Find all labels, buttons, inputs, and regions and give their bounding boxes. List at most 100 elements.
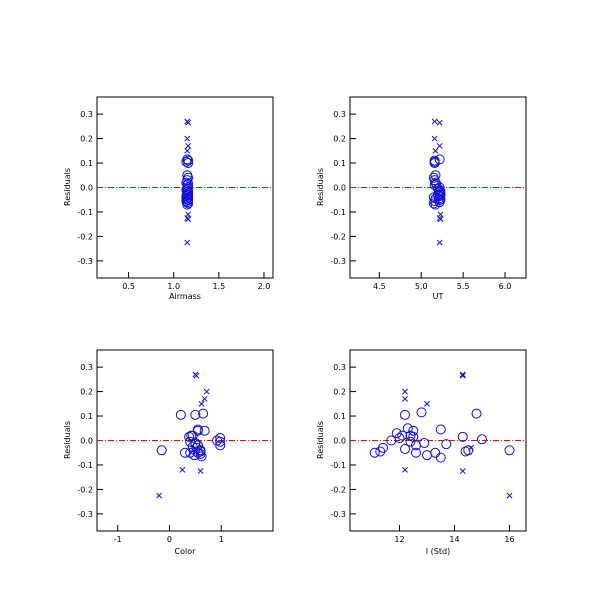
data-point-circle <box>175 409 186 420</box>
data-point-circle <box>435 452 446 463</box>
x-tick-label: 12 <box>394 535 404 544</box>
data-point-circle <box>411 440 421 451</box>
y-tick-label: 0.1 <box>80 412 93 421</box>
y-tick-label: 0.3 <box>80 363 93 372</box>
panel-ut: -0.3-0.2-0.10.00.10.20.34.5 5.0 5.5 6.0 UT … <box>316 96 527 301</box>
data-point-circle <box>369 447 380 458</box>
marks-i-std <box>369 371 515 499</box>
data-point-x <box>185 119 192 126</box>
data-point-circle <box>405 436 416 447</box>
data-point-x <box>459 371 466 378</box>
data-point-circle <box>196 451 207 462</box>
data-point-circle <box>189 450 200 461</box>
data-point-x <box>184 135 191 142</box>
marks-ut <box>428 118 446 246</box>
y-tick-label: 0.0 <box>80 437 93 446</box>
data-point-x <box>432 147 439 154</box>
xlabel-i-std: I (Std) <box>426 547 450 556</box>
data-point-x <box>188 449 195 456</box>
data-point-circle <box>215 436 226 447</box>
y-tick-label: -0.3 <box>330 510 346 519</box>
data-point-circle <box>192 440 203 451</box>
x-tick-label: 1 <box>219 535 224 544</box>
data-point-x <box>437 216 444 223</box>
data-point-x <box>424 400 430 407</box>
data-point-circle <box>199 425 210 436</box>
data-point-circle <box>195 446 206 457</box>
y-tick-label: 0.1 <box>80 159 93 168</box>
x-tick-label: 4.5 <box>373 282 386 291</box>
data-point-x <box>185 142 192 149</box>
data-point-circle <box>215 433 226 444</box>
y-tick-label: -0.2 <box>77 485 93 494</box>
data-point-circle <box>183 155 194 166</box>
data-point-circle <box>408 425 419 436</box>
data-point-x <box>431 135 438 142</box>
data-point-x <box>184 147 191 154</box>
data-point-circle <box>156 445 167 456</box>
axes-airmass: -0.3 -0.2 -0.1 0.0 0.1 0.2 0.3 0.5 1.0 1.5 2.0 <box>77 96 274 291</box>
x-tick-label: 2.0 <box>258 282 271 291</box>
x-tick-label: 5.0 <box>415 282 428 291</box>
data-point-circle <box>215 440 226 451</box>
data-point-circle <box>182 187 193 198</box>
xlabel-ut: UT <box>433 292 444 301</box>
y-tick-label: -0.3 <box>77 257 93 266</box>
y-tick-label: -0.1 <box>77 208 93 217</box>
y-tick-label: -0.3 <box>77 510 93 519</box>
data-point-circle <box>435 424 446 435</box>
axes-ut: -0.3 -0.2 -0.1 0.0 0.1 0.2 0.3 4.5 5.0 5.5 6.0 <box>330 96 527 291</box>
data-point-circle <box>430 199 441 210</box>
axes-i-std: -0.3 -0.2 -0.1 0.0 0.1 0.2 0.3 12 14 16 <box>330 349 527 544</box>
y-tick-label: 0.0 <box>333 437 346 446</box>
y-tick-label: 0.3 <box>333 363 346 372</box>
data-point-circle <box>198 408 209 419</box>
data-point-circle <box>397 430 408 441</box>
y-tick-label: 0.3 <box>333 110 346 119</box>
data-point-circle <box>477 434 487 445</box>
data-point-x <box>436 119 443 126</box>
y-tick-label: -0.1 <box>330 208 346 217</box>
data-point-circle <box>400 409 410 420</box>
ylabel-ut: Residuals <box>316 168 325 206</box>
x-tick-label: 6.0 <box>499 282 512 291</box>
data-point-circle <box>411 447 421 458</box>
data-point-circle <box>180 447 190 458</box>
y-tick-label: 0.2 <box>333 135 346 144</box>
marks-airmass <box>181 118 194 246</box>
data-point-x <box>436 239 443 246</box>
x-tick-label: 14 <box>449 535 459 544</box>
data-point-x <box>459 372 466 379</box>
data-point-circle <box>192 447 203 458</box>
data-point-circle <box>402 423 413 434</box>
data-point-x <box>179 466 186 473</box>
xlabel-color: Color <box>175 547 197 556</box>
data-point-x <box>402 395 408 402</box>
y-tick-label: 0.1 <box>333 412 346 421</box>
data-point-circle <box>391 428 402 439</box>
data-point-x <box>468 444 474 451</box>
data-point-circle <box>504 445 515 456</box>
data-point-circle <box>394 433 405 444</box>
data-point-circle <box>400 444 410 455</box>
y-tick-label: 0.3 <box>80 110 93 119</box>
y-tick-label: -0.2 <box>77 232 93 241</box>
data-point-circle <box>441 439 452 450</box>
y-tick-label: -0.1 <box>77 461 93 470</box>
axes-color: -0.3 -0.2 -0.1 0.0 0.1 0.2 0.3 -1 0 1 <box>77 349 274 544</box>
data-point-x <box>185 216 192 223</box>
data-point-x <box>459 468 466 475</box>
y-tick-label: -0.1 <box>330 461 346 470</box>
data-point-x <box>402 466 408 473</box>
data-point-circle <box>429 158 440 169</box>
x-tick-label: 1.0 <box>167 282 180 291</box>
data-point-circle <box>428 192 439 203</box>
x-tick-label: 0 <box>167 535 172 544</box>
data-point-x <box>156 492 163 499</box>
data-point-circle <box>422 450 432 461</box>
panel-airmass: -0.3 -0.2 -0.1 0.0 0.1 0.2 0.3 0.5 1.0 1.5 2.0 Air… <box>63 96 274 301</box>
y-tick-label: -0.3 <box>330 257 346 266</box>
data-point-x <box>436 142 443 149</box>
data-point-circle <box>375 446 386 457</box>
